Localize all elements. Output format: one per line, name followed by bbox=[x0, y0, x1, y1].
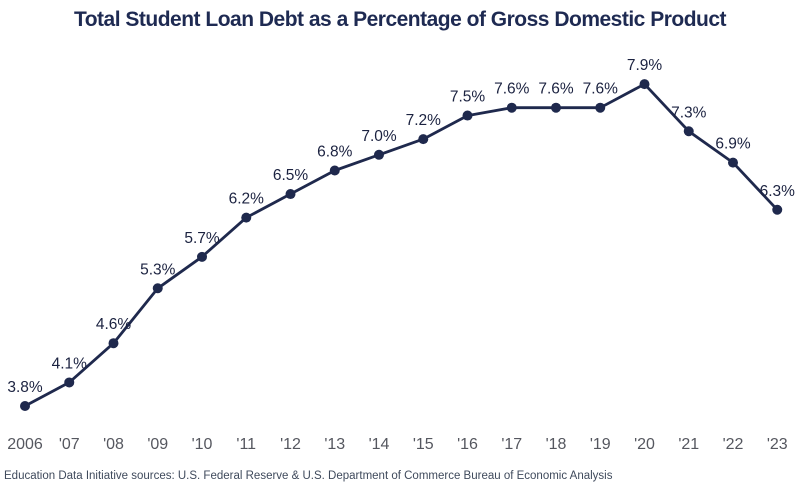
data-point bbox=[639, 79, 650, 90]
x-axis-tick-label: '08 bbox=[103, 436, 124, 453]
data-point bbox=[197, 251, 207, 262]
data-point bbox=[108, 338, 119, 349]
data-point bbox=[772, 204, 783, 215]
data-label: 7.6% bbox=[538, 81, 574, 98]
data-label: 6.9% bbox=[715, 136, 751, 153]
data-label: 3.8% bbox=[7, 379, 43, 396]
x-axis-tick-label: '16 bbox=[457, 436, 478, 453]
data-point bbox=[64, 377, 75, 388]
data-point bbox=[728, 157, 738, 168]
data-label: 7.9% bbox=[627, 57, 663, 74]
data-point bbox=[551, 102, 561, 113]
x-axis-tick-label: '12 bbox=[280, 436, 301, 453]
data-point bbox=[241, 212, 252, 223]
data-label: 7.6% bbox=[583, 81, 619, 98]
x-axis-tick-label: '20 bbox=[634, 436, 655, 453]
x-axis-tick-label: '13 bbox=[324, 436, 345, 453]
data-point bbox=[683, 126, 694, 137]
data-label: 4.1% bbox=[52, 355, 88, 372]
chart-title: Total Student Loan Debt as a Percentage … bbox=[73, 8, 727, 31]
x-axis-tick-label: '19 bbox=[590, 436, 611, 453]
data-point bbox=[285, 189, 296, 200]
x-axis-tick-label: '23 bbox=[767, 436, 788, 453]
x-axis-tick-label: '10 bbox=[192, 436, 213, 453]
data-label: 6.2% bbox=[229, 191, 265, 208]
data-label: 6.5% bbox=[273, 167, 309, 184]
data-label: 6.8% bbox=[317, 144, 353, 161]
x-axis-tick-label: '17 bbox=[501, 436, 522, 453]
data-label: 7.0% bbox=[361, 128, 397, 145]
source-note: Education Data Initiative sources: U.S. … bbox=[4, 470, 613, 482]
data-label: 7.5% bbox=[450, 89, 486, 106]
data-point bbox=[418, 134, 429, 145]
data-point bbox=[595, 102, 606, 113]
student-loan-debt-line-chart: 3.8% 2006 4.1% '07 4.6% '08 5.3% '09 5.7% '10 6.2%… bbox=[7, 57, 796, 453]
data-point bbox=[374, 149, 384, 160]
data-label: 5.7% bbox=[184, 230, 220, 247]
data-point bbox=[506, 102, 517, 113]
x-axis-tick-label: '07 bbox=[59, 436, 80, 453]
x-axis-tick-label: '22 bbox=[723, 436, 744, 453]
data-label: 4.6% bbox=[96, 316, 132, 333]
data-point bbox=[20, 401, 30, 411]
x-axis-tick-label: '21 bbox=[678, 436, 699, 453]
x-axis-tick-label: '14 bbox=[369, 436, 390, 453]
data-label: 7.6% bbox=[494, 81, 530, 98]
x-axis-tick-label: 2006 bbox=[7, 436, 43, 453]
data-label: 7.3% bbox=[671, 104, 707, 121]
trend-line bbox=[23, 82, 779, 408]
x-axis-tick-label: '09 bbox=[147, 436, 168, 453]
x-axis-tick-label: '15 bbox=[413, 436, 434, 453]
data-point bbox=[462, 110, 473, 121]
data-label: 7.2% bbox=[406, 112, 442, 129]
data-label: 5.3% bbox=[140, 261, 176, 278]
x-axis-tick-label: '11 bbox=[236, 436, 256, 453]
data-label: 6.3% bbox=[760, 183, 796, 200]
data-point bbox=[152, 283, 163, 294]
data-point bbox=[329, 165, 340, 176]
x-axis-tick-label: '18 bbox=[546, 436, 567, 453]
